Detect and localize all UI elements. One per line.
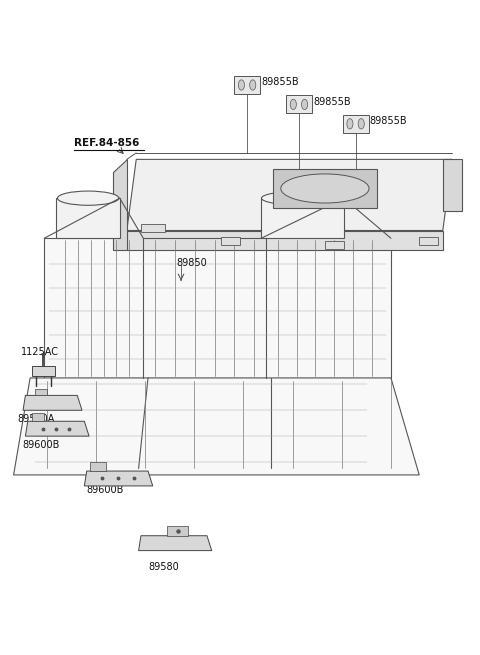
Polygon shape xyxy=(23,396,82,410)
Text: 89600B: 89600B xyxy=(87,485,124,495)
Polygon shape xyxy=(33,366,55,376)
Polygon shape xyxy=(13,378,419,475)
Polygon shape xyxy=(84,471,153,486)
Polygon shape xyxy=(25,421,89,436)
Polygon shape xyxy=(35,389,47,396)
Text: REF.84-856: REF.84-856 xyxy=(74,138,139,148)
Polygon shape xyxy=(443,159,462,211)
Polygon shape xyxy=(273,169,377,208)
Polygon shape xyxy=(343,115,369,133)
Polygon shape xyxy=(141,224,165,232)
Text: 89855B: 89855B xyxy=(313,97,351,107)
Text: 89855B: 89855B xyxy=(261,77,299,87)
Ellipse shape xyxy=(290,99,296,109)
Polygon shape xyxy=(286,96,312,113)
Ellipse shape xyxy=(250,80,256,90)
Text: 1125AC: 1125AC xyxy=(21,347,59,357)
Polygon shape xyxy=(139,536,212,551)
Polygon shape xyxy=(325,242,344,250)
Ellipse shape xyxy=(358,119,364,129)
Polygon shape xyxy=(56,198,120,238)
Polygon shape xyxy=(127,159,452,231)
Polygon shape xyxy=(127,231,443,250)
Ellipse shape xyxy=(301,99,308,109)
Text: 89850: 89850 xyxy=(176,258,207,268)
Polygon shape xyxy=(221,237,240,245)
Ellipse shape xyxy=(262,191,344,205)
Text: 89855B: 89855B xyxy=(370,116,408,126)
Text: 89580A: 89580A xyxy=(17,415,55,424)
Text: 89600B: 89600B xyxy=(22,440,60,450)
Ellipse shape xyxy=(281,174,369,203)
Text: 89580: 89580 xyxy=(148,562,179,572)
Polygon shape xyxy=(167,526,188,536)
Polygon shape xyxy=(91,462,106,471)
Polygon shape xyxy=(419,237,438,245)
Ellipse shape xyxy=(347,119,353,129)
Polygon shape xyxy=(113,159,127,250)
Polygon shape xyxy=(44,238,391,378)
Ellipse shape xyxy=(58,191,119,205)
Polygon shape xyxy=(32,413,44,421)
Polygon shape xyxy=(261,198,344,238)
Ellipse shape xyxy=(239,80,244,90)
Polygon shape xyxy=(234,76,260,94)
